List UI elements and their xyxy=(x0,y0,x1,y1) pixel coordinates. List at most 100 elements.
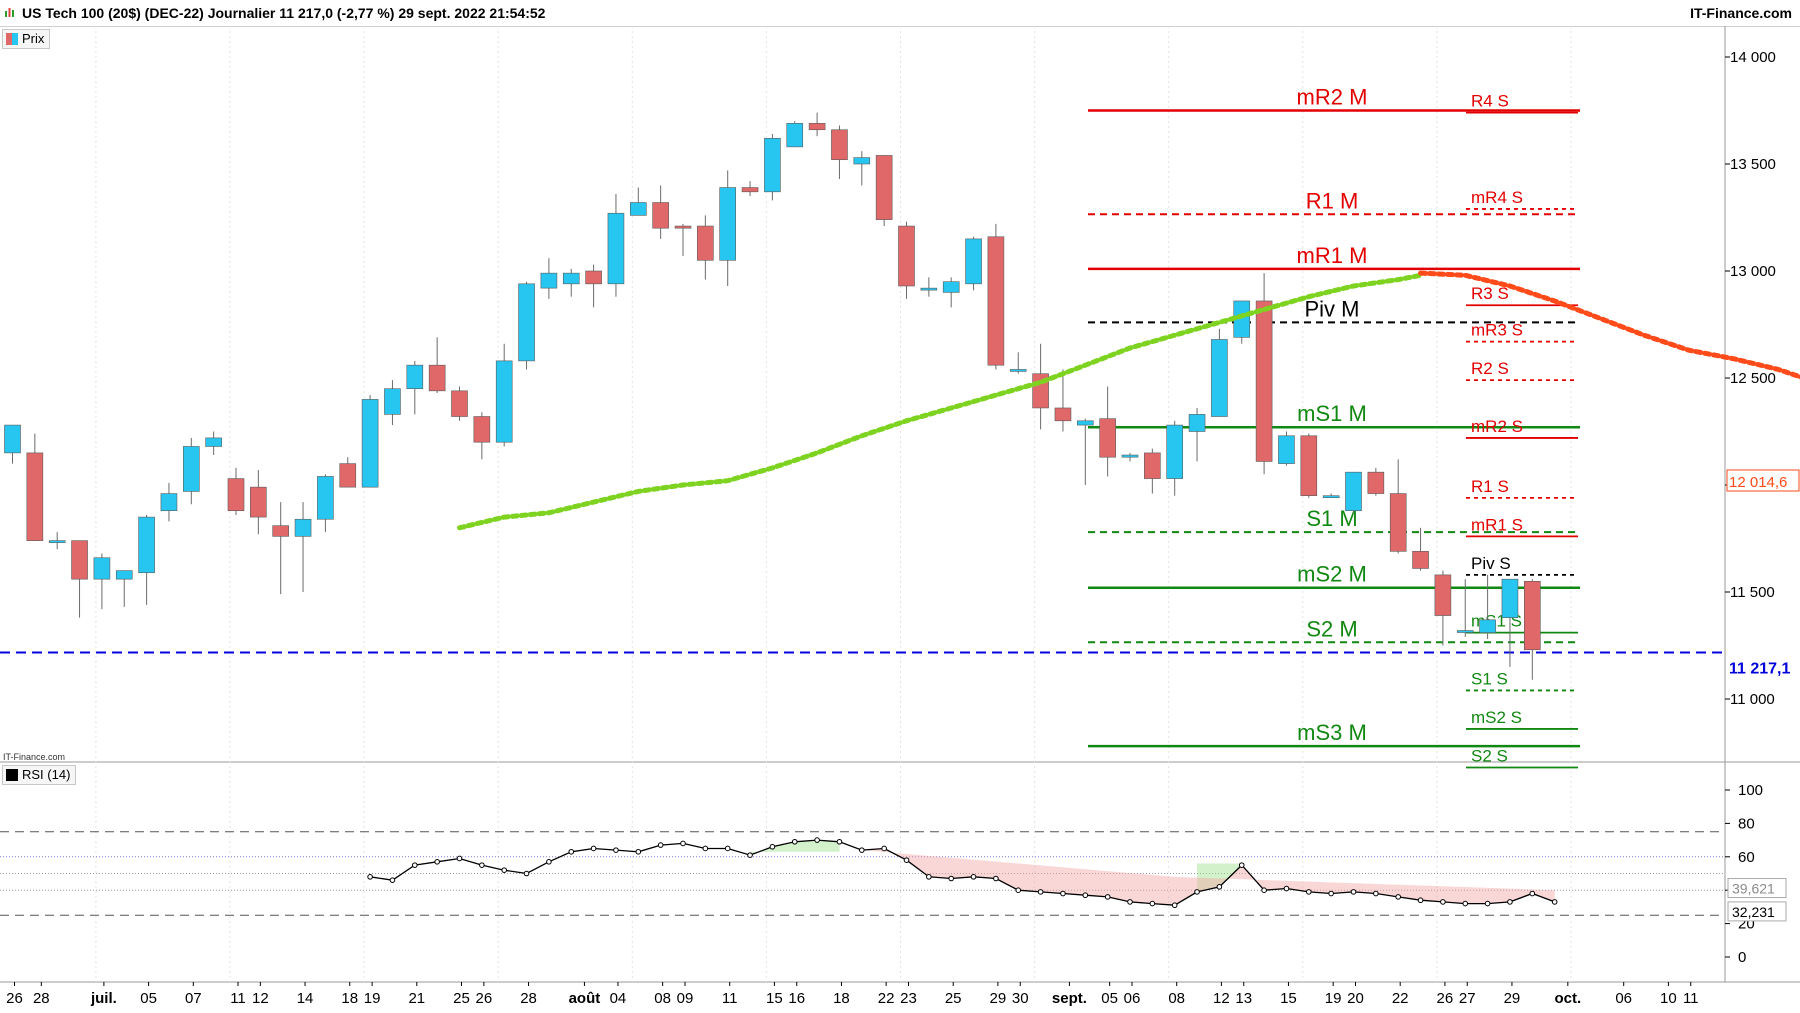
time-tick-label: 05 xyxy=(1101,990,1118,1007)
moving-average-falling xyxy=(1418,270,1800,380)
time-tick-label: 07 xyxy=(185,990,202,1007)
candle-body xyxy=(1479,619,1496,633)
rsi-point xyxy=(1306,889,1312,895)
rsi-point xyxy=(948,875,955,882)
brand-label[interactable]: IT-Finance.com xyxy=(1690,5,1792,21)
weekly-pivot-label: mR1 S xyxy=(1471,515,1523,534)
rsi-legend[interactable]: RSI (14) xyxy=(2,765,77,785)
rsi-point xyxy=(814,837,820,843)
price-legend[interactable]: Prix xyxy=(2,29,51,49)
time-tick-label: 15 xyxy=(766,990,783,1007)
time-tick-label: 12 xyxy=(252,990,269,1007)
candle-body xyxy=(853,157,871,165)
candle-body xyxy=(4,424,21,454)
rsi-legend-label: RSI (14) xyxy=(22,767,71,782)
rsi-point xyxy=(926,874,932,880)
rsi-value-label: 39,621 xyxy=(1732,881,1775,897)
candle-body xyxy=(1099,418,1116,458)
candle-body xyxy=(361,399,379,488)
candle-body xyxy=(451,390,468,417)
candle-body xyxy=(1501,578,1519,618)
candle-body xyxy=(1255,300,1273,462)
candle-body xyxy=(272,525,290,537)
weekly-pivot-label: R4 S xyxy=(1471,92,1509,111)
price-tick-label: 11 500 xyxy=(1730,584,1775,601)
time-tick-label: 23 xyxy=(900,990,917,1007)
rsi-point xyxy=(546,859,552,865)
time-tick-label: 21 xyxy=(408,990,425,1007)
time-tick-label: 12 xyxy=(1213,990,1230,1007)
candle-body xyxy=(1300,435,1318,496)
rsi-green-fill xyxy=(1197,863,1242,892)
rsi-point xyxy=(657,842,664,848)
rsi-value-tag xyxy=(1727,878,1787,899)
rsi-point xyxy=(501,867,508,873)
time-tick-label: 29 xyxy=(990,990,1007,1007)
candle-body xyxy=(406,364,424,390)
time-tick-label: 30 xyxy=(1012,990,1029,1007)
candle-body xyxy=(920,287,938,291)
candle-body xyxy=(1434,574,1452,616)
price-tick-label: 12 500 xyxy=(1730,370,1776,387)
time-tick-label: 28 xyxy=(520,990,537,1007)
rsi-line xyxy=(370,839,1555,906)
rsi-legend-swatch xyxy=(6,769,18,781)
candle-body xyxy=(1524,580,1541,651)
candle-body xyxy=(540,272,558,289)
time-tick-label: 26 xyxy=(1437,990,1454,1007)
candle-body xyxy=(1211,339,1228,417)
monthly-pivot-label: R1 M xyxy=(1306,188,1359,213)
last-price-label: 11 217,1 xyxy=(1729,661,1791,678)
candle-body xyxy=(294,518,312,537)
candle-body xyxy=(1188,414,1206,432)
time-tick-label: 26 xyxy=(6,990,23,1007)
time-tick-label: 19 xyxy=(364,990,381,1007)
time-tick-label: 18 xyxy=(833,990,850,1007)
weekly-pivot-label: Piv S xyxy=(1471,554,1511,573)
time-tick-label: 06 xyxy=(1615,990,1632,1007)
monthly-pivot-label: Piv M xyxy=(1305,296,1360,321)
rsi-point xyxy=(993,875,999,882)
time-tick-label: 25 xyxy=(945,990,962,1007)
time-tick-label: sept. xyxy=(1052,990,1087,1007)
rsi-point xyxy=(590,845,597,852)
candle-body xyxy=(1121,454,1139,458)
candle-body xyxy=(71,540,88,580)
time-tick-label: 06 xyxy=(1124,990,1141,1007)
rsi-point xyxy=(434,859,440,865)
price-tick-label: 11 000 xyxy=(1730,691,1775,708)
time-tick-label: 29 xyxy=(1504,990,1521,1007)
candle-body xyxy=(428,364,446,392)
rsi-point xyxy=(1551,899,1558,905)
candle-body xyxy=(183,446,200,492)
candle-body xyxy=(384,388,401,415)
time-tick-label: 13 xyxy=(1235,990,1252,1007)
rsi-point xyxy=(970,874,977,880)
candle-body xyxy=(1054,407,1072,422)
last-price-tag xyxy=(1727,657,1799,678)
candle-body xyxy=(831,129,848,161)
time-tick-label: août xyxy=(569,990,601,1007)
candle-body xyxy=(495,360,513,443)
candle-body xyxy=(1009,369,1027,372)
time-tick-label: 08 xyxy=(1168,990,1185,1007)
monthly-pivot-label: mS2 M xyxy=(1297,562,1367,587)
candle-body xyxy=(741,187,759,193)
rsi-point xyxy=(1440,899,1446,905)
rsi-point xyxy=(724,845,731,852)
weekly-pivot-label: R2 S xyxy=(1471,359,1509,378)
rsi-point xyxy=(1037,889,1044,895)
rsi-point xyxy=(1171,902,1178,909)
candle-body xyxy=(674,225,692,229)
candle-body xyxy=(93,557,111,580)
candle-body xyxy=(987,236,1005,366)
time-tick-label: 20 xyxy=(1347,990,1364,1007)
weekly-pivot-label: S1 S xyxy=(1471,669,1508,688)
rsi-point xyxy=(1216,884,1223,890)
monthly-pivot-label: S2 M xyxy=(1306,616,1357,641)
rsi-point xyxy=(1082,892,1089,899)
candle-body xyxy=(898,225,915,287)
rsi-point xyxy=(769,843,776,850)
candle-body xyxy=(227,478,245,511)
